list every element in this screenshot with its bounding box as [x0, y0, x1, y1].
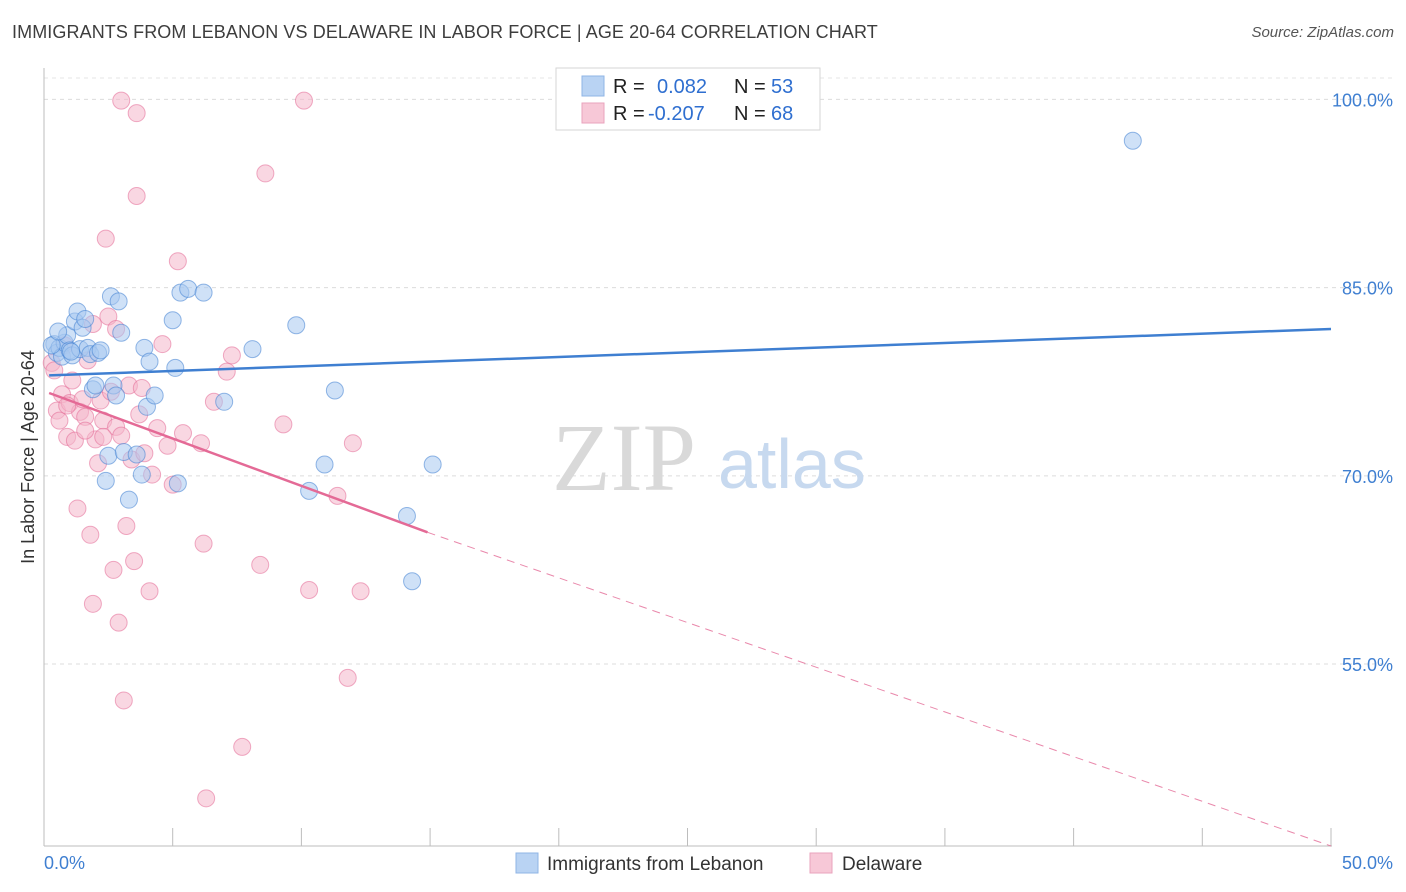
legend-n-label-delaware: N =: [734, 103, 766, 125]
bottom-legend-swatch-delaware: [809, 852, 833, 874]
point-lebanon-27: [119, 490, 138, 509]
point-lebanon-44: [315, 455, 334, 474]
point-lebanon-47: [403, 572, 422, 591]
point-delaware-24: [104, 560, 123, 579]
point-lebanon-38: [179, 279, 198, 298]
trend-lines: [48, 327, 1332, 847]
x-tick-marks: [43, 828, 1332, 846]
point-delaware-10: [68, 499, 87, 518]
point-delaware-8: [63, 371, 82, 390]
legend-n-label-lebanon: N =: [734, 76, 766, 98]
point-lebanon-41: [243, 340, 262, 359]
point-delaware-32: [125, 552, 144, 571]
point-delaware-28: [114, 691, 133, 710]
bottom-legend-label-delaware: Delaware: [842, 854, 922, 875]
point-delaware-40: [153, 335, 172, 354]
point-lebanon-49: [1123, 131, 1142, 150]
point-lebanon-36: [168, 474, 187, 493]
data-points: [42, 91, 1142, 808]
point-delaware-46: [194, 534, 213, 553]
point-delaware-47: [197, 789, 216, 808]
legend-r-value-delaware: -0.207: [648, 103, 705, 125]
y-tick-labels: 55.0% 70.0% 85.0% 100.0%: [1332, 90, 1393, 675]
bottom-legend: Immigrants from Lebanon Delaware: [515, 852, 922, 875]
legend-r-label-delaware: R =: [613, 103, 645, 125]
point-lebanon-52: [49, 322, 68, 341]
point-lebanon-51: [62, 342, 81, 361]
point-lebanon-29: [132, 465, 151, 484]
point-delaware-66: [76, 421, 95, 440]
point-lebanon-35: [166, 358, 185, 377]
point-delaware-53: [256, 164, 275, 183]
point-lebanon-32: [140, 352, 159, 371]
point-delaware-3: [50, 411, 69, 430]
point-lebanon-18: [91, 341, 110, 360]
chart-title: IMMIGRANTS FROM LEBANON VS DELAWARE IN L…: [12, 22, 878, 42]
legend-n-value-delaware: 68: [771, 103, 793, 125]
point-lebanon-34: [163, 311, 182, 330]
bottom-legend-swatch-lebanon: [515, 852, 539, 874]
point-delaware-21: [96, 229, 115, 248]
point-lebanon-24: [109, 292, 128, 311]
bottom-legend-label-lebanon: Immigrants from Lebanon: [547, 854, 764, 875]
point-delaware-49: [217, 362, 236, 381]
point-lebanon-12: [76, 309, 95, 328]
point-delaware-55: [294, 91, 313, 110]
point-delaware-33: [127, 186, 146, 205]
point-lebanon-42: [287, 316, 306, 335]
point-lebanon-19: [96, 471, 115, 490]
legend-r-value-lebanon: 0.082: [657, 76, 707, 98]
watermark: ZIP atlas: [552, 404, 866, 511]
top-legend: R = 0.082 N = 53 R = -0.207 N = 68: [555, 67, 821, 131]
y-tick-label-100: 100.0%: [1332, 90, 1393, 110]
chart-source: Source: ZipAtlas.com: [1251, 24, 1394, 41]
point-delaware-60: [351, 582, 370, 601]
point-delaware-63: [112, 91, 131, 110]
point-delaware-62: [94, 427, 113, 446]
point-delaware-26: [109, 613, 128, 632]
legend-swatch-lebanon: [581, 75, 605, 97]
legend-r-label-lebanon: R =: [613, 76, 645, 98]
y-tick-label-70: 70.0%: [1342, 467, 1393, 487]
point-lebanon-48: [423, 455, 442, 474]
point-delaware-52: [251, 555, 270, 574]
x-tick-label-max: 50.0%: [1342, 853, 1393, 873]
point-delaware-16: [83, 594, 102, 613]
trend-line-delaware: [48, 391, 428, 534]
point-delaware-58: [338, 668, 357, 687]
point-lebanon-16: [86, 376, 105, 395]
legend-swatch-delaware: [581, 102, 605, 124]
point-lebanon-45: [325, 381, 344, 400]
point-lebanon-40: [215, 392, 234, 411]
point-lebanon-39: [194, 283, 213, 302]
point-lebanon-25: [112, 323, 131, 342]
point-delaware-37: [140, 582, 159, 601]
trend-extension-delaware: [427, 531, 1332, 847]
point-delaware-59: [343, 434, 362, 453]
point-lebanon-23: [107, 386, 126, 405]
x-tick-label-min: 0.0%: [44, 853, 85, 873]
point-delaware-29: [117, 517, 136, 536]
point-delaware-56: [300, 581, 319, 600]
point-delaware-27: [112, 426, 131, 445]
point-lebanon-33: [145, 386, 164, 405]
point-lebanon-20: [99, 446, 118, 465]
point-delaware-50: [222, 346, 241, 365]
y-tick-label-85: 85.0%: [1342, 279, 1393, 299]
point-lebanon-28: [127, 445, 146, 464]
watermark-atlas: atlas: [718, 425, 866, 503]
y-tick-label-55: 55.0%: [1342, 655, 1393, 675]
point-delaware-43: [168, 252, 187, 271]
point-delaware-64: [127, 104, 146, 123]
trend-line-lebanon: [49, 327, 1332, 377]
legend-n-value-lebanon: 53: [771, 76, 793, 98]
grid-lines: [44, 77, 1392, 665]
y-axis-label: In Labor Force | Age 20-64: [18, 350, 38, 564]
point-delaware-51: [233, 737, 252, 756]
point-delaware-54: [274, 415, 293, 434]
point-delaware-15: [81, 525, 100, 544]
watermark-zip: ZIP: [552, 404, 696, 511]
